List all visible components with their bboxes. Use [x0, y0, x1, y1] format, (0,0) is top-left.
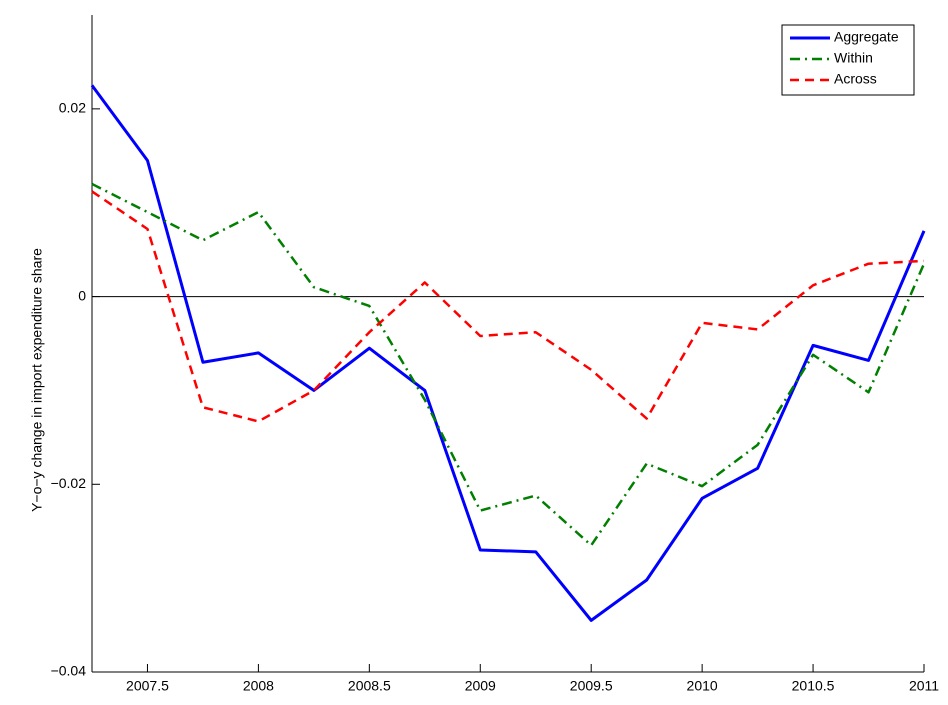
legend-label: Across: [834, 71, 877, 87]
x-tick-label: 2008.5: [348, 678, 391, 694]
y-axis-label: Y−o−y change in import expenditure share: [29, 248, 45, 512]
x-tick-label: 2009: [465, 678, 496, 694]
series-line: [91, 190, 925, 423]
x-tick-label: 2008: [243, 678, 274, 694]
x-tick-label: 2011: [909, 678, 939, 694]
series-line: [90, 84, 926, 622]
y-tick-label: −0.02: [51, 475, 87, 491]
x-tick-label: 2010: [687, 678, 718, 694]
legend-label: Aggregate: [834, 29, 899, 45]
series-line: [91, 182, 926, 547]
y-tick-label: 0.02: [59, 100, 86, 116]
x-tick-label: 2009.5: [570, 678, 613, 694]
x-tick-label: 2010.5: [792, 678, 835, 694]
y-tick-label: 0: [78, 287, 86, 303]
x-tick-label: 2007.5: [126, 678, 169, 694]
legend-label: Within: [834, 50, 873, 66]
y-tick-label: −0.04: [51, 663, 87, 679]
